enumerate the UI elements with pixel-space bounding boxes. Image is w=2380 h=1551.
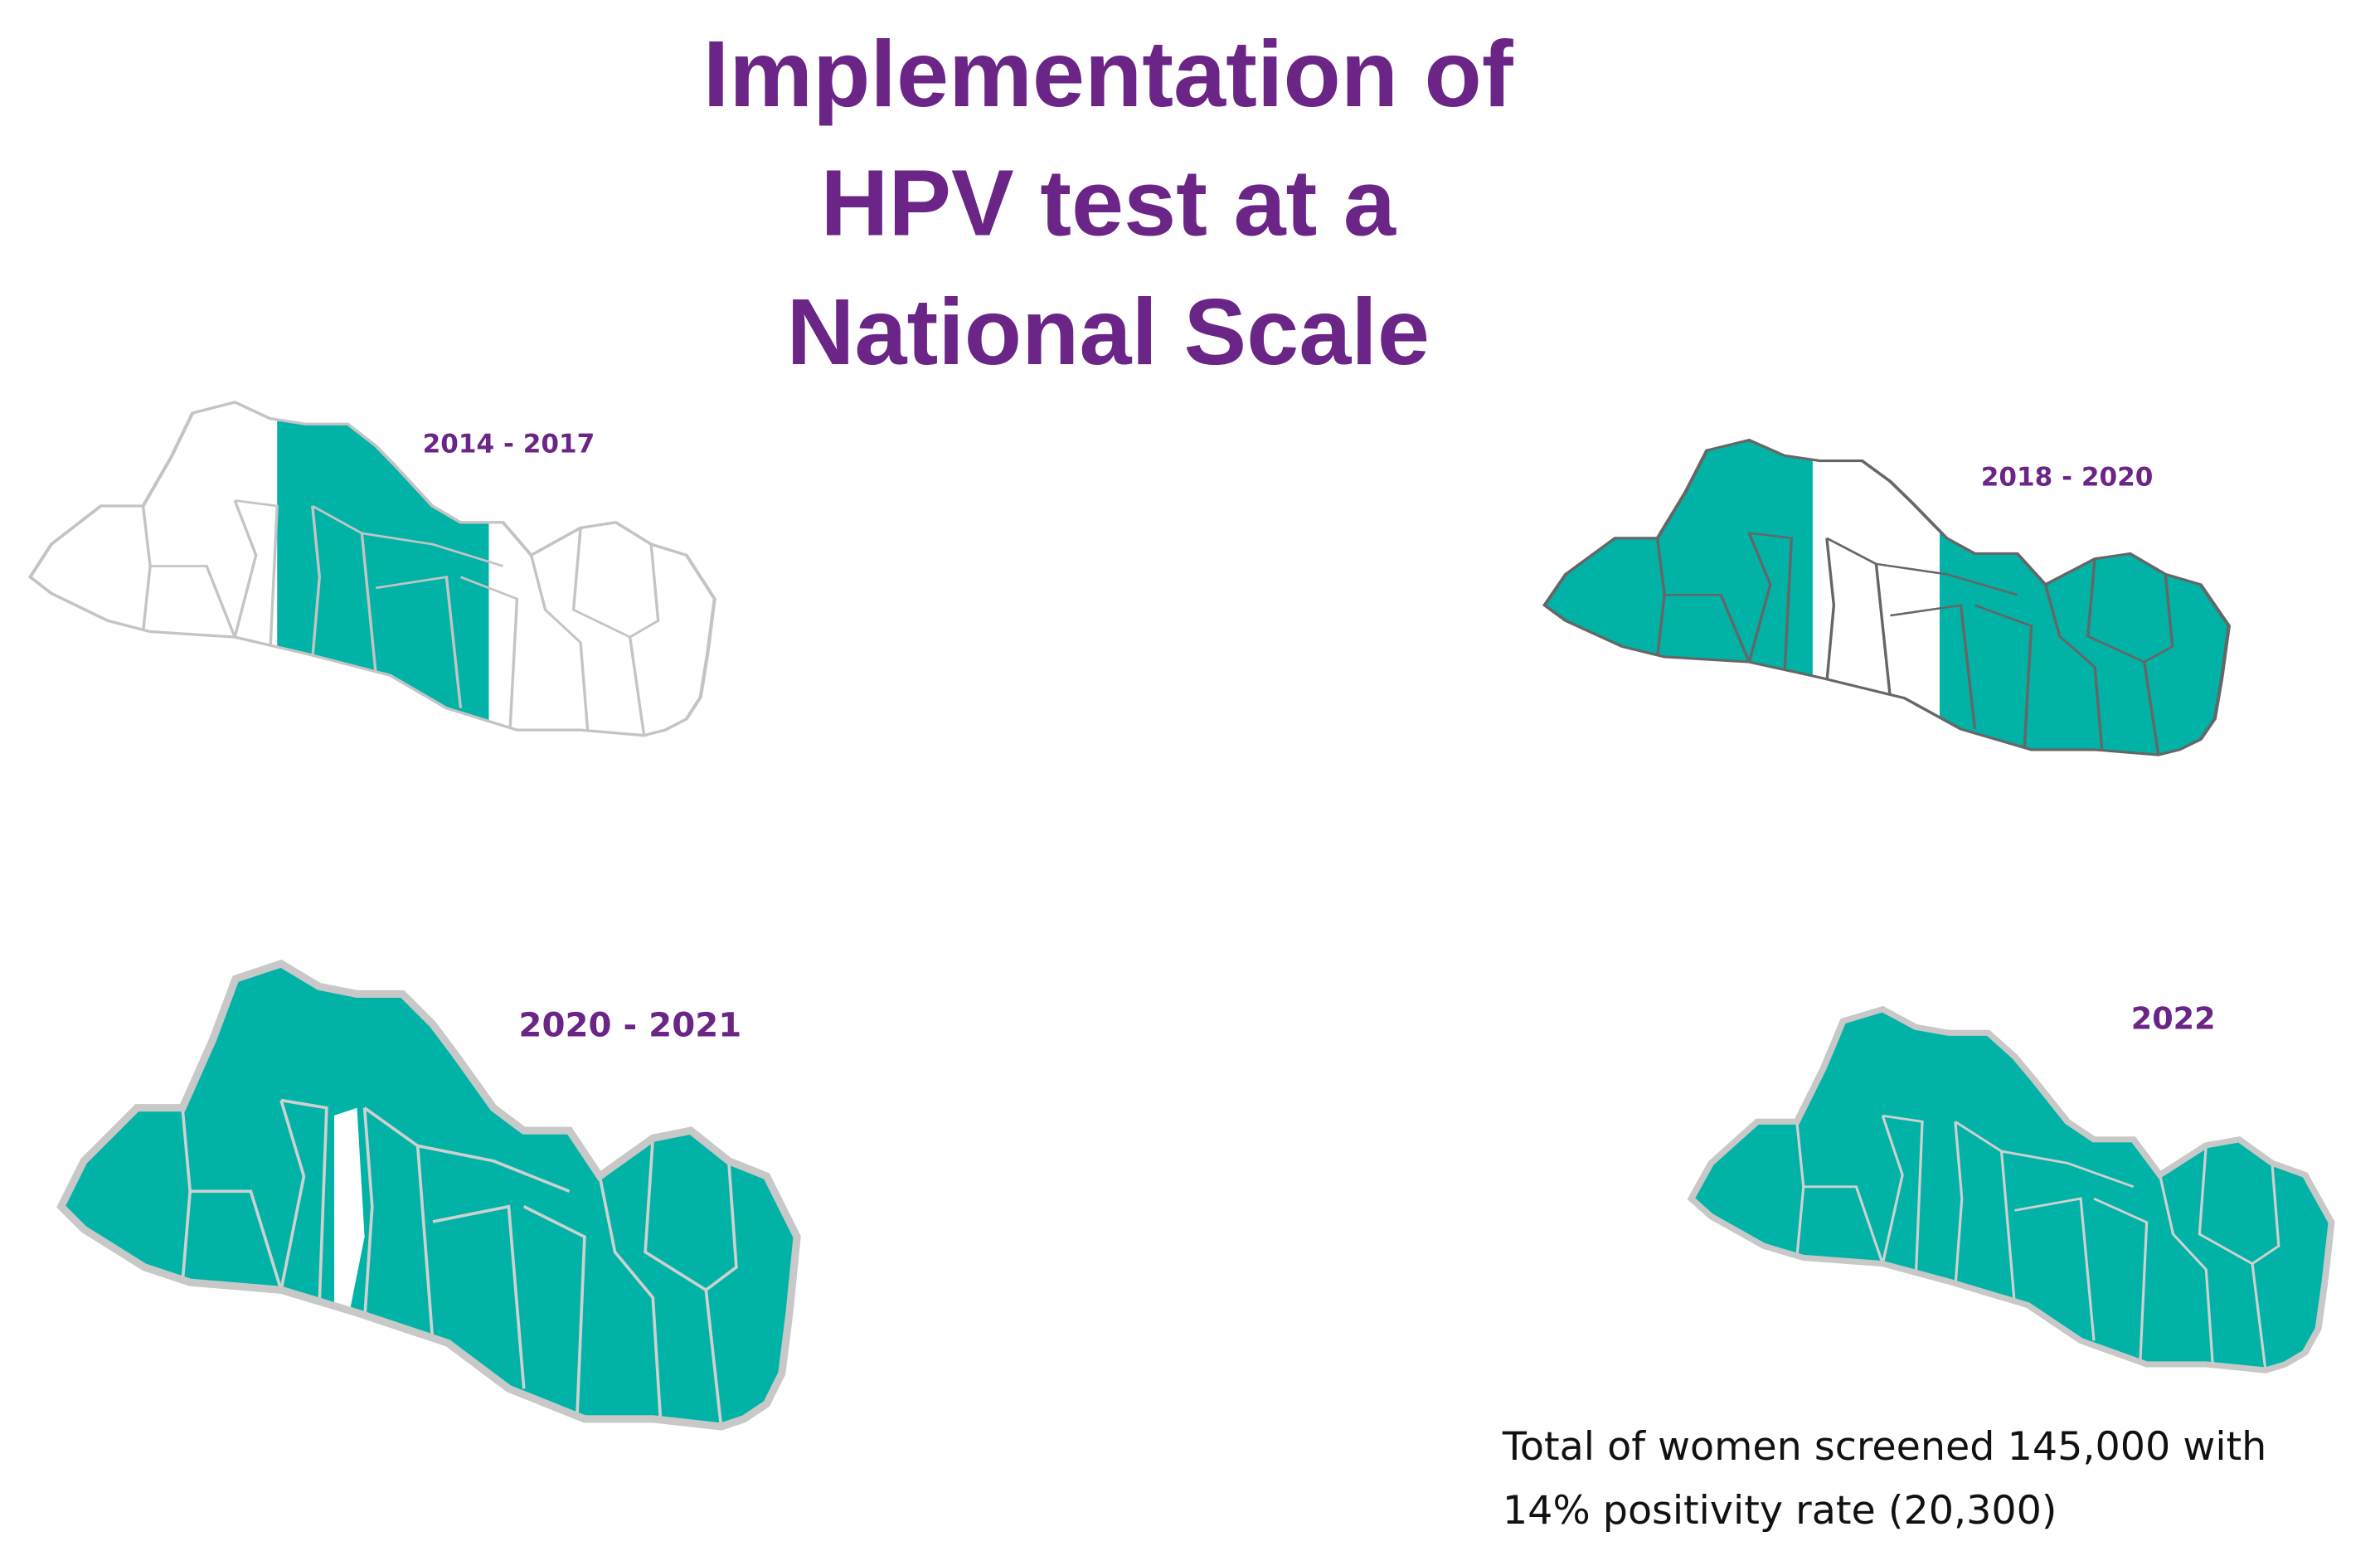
note-line: Total of women screened 145,000 with [1502, 1424, 2266, 1470]
map-label: 2020 - 2021 [518, 1007, 741, 1045]
note-line: 14% positivity rate (20,300) [1503, 1488, 2057, 1534]
title-line: HPV test at a [820, 151, 1396, 256]
map-label: 2014 - 2017 [423, 429, 595, 459]
map [23, 402, 729, 752]
title-line: Implementation of [703, 22, 1513, 127]
title-line: National Scale [786, 280, 1429, 385]
map-label: 2022 [2131, 1001, 2216, 1037]
map [1684, 1009, 2344, 1388]
map-label: 2018 - 2020 [1981, 463, 2154, 493]
